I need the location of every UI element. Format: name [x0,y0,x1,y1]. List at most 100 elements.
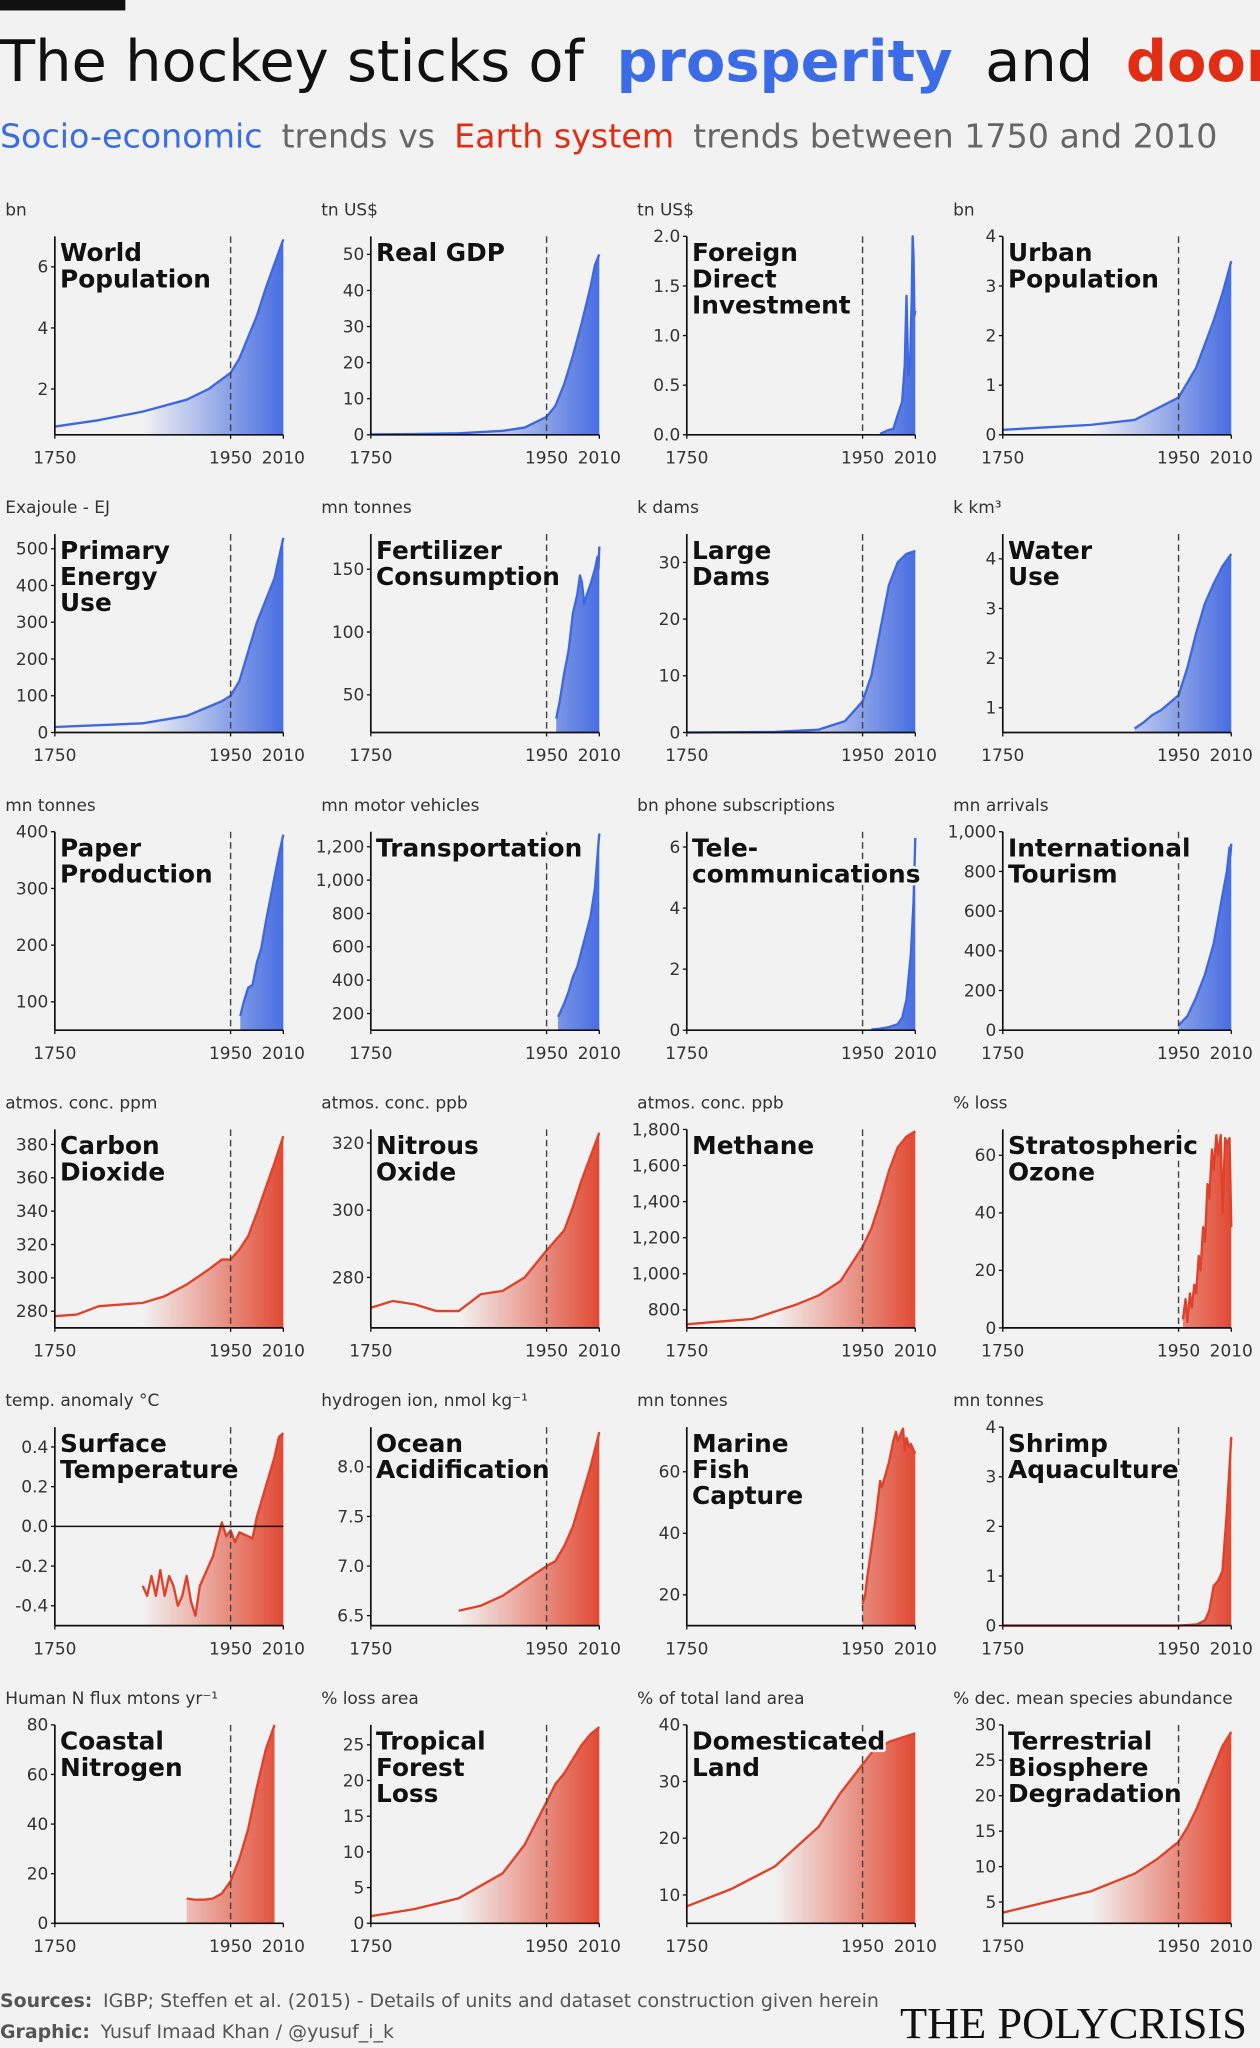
chart-title: Real GDP [376,238,505,267]
y-tick-label: 320 [16,1235,48,1255]
chart-panel: mn tonnes 0 1 2 3 4 1750 1950 2010 ShrimpAquacult… [953,1391,1253,1659]
y-tick-label: 10 [659,667,681,687]
x-tick-label: 1950 [525,746,568,766]
unit-label: atmos. conc. ppm [5,1094,157,1114]
area-fill [1182,1135,1232,1328]
x-tick-label: 1750 [349,1937,392,1957]
y-tick-label: 10 [975,1857,997,1877]
area-fill [54,537,284,733]
y-tick-label: 600 [332,938,364,958]
y-tick-label: 20 [27,1865,49,1885]
x-tick-label: 2010 [1210,1639,1253,1659]
y-tick-label: 100 [332,623,364,643]
y-tick-label: 0.4 [21,1438,48,1458]
y-tick-label: 0.5 [653,376,680,396]
data-line [370,1726,601,1918]
chart-title: communications [692,860,920,889]
y-tick-label: 0 [985,1021,996,1041]
chart-panel: % of total land area 10 20 30 40 1750 1950 2010… [637,1689,937,1957]
chart-title: Domesticated [692,1727,885,1756]
y-tick-label: 0.2 [21,1478,48,1498]
y-tick-label: 40 [27,1815,49,1835]
unit-label: temp. anomaly °C [5,1391,159,1411]
y-tick-label: 800 [332,904,364,924]
y-tick-label: 100 [16,687,48,707]
x-tick-label: 2010 [578,1044,621,1064]
area-fill [558,833,600,1031]
chart-panel: mn motor vehicles 200 400 600 800 1,000 1,200 1… [316,796,621,1064]
y-tick-label: 40 [659,1716,681,1736]
unit-label: bn phone subscriptions [637,796,835,816]
chart-title: Tourism [1008,860,1118,889]
x-tick-label: 2010 [262,1342,305,1362]
x-tick-label: 1950 [1157,746,1200,766]
y-tick-label: 10 [659,1886,681,1906]
y-tick-label: 200 [332,1004,364,1024]
unit-label: atmos. conc. ppb [321,1094,468,1114]
y-tick-label: 340 [16,1202,48,1222]
chart-panel: tn US$ 0 10 20 30 40 50 1750 1950 2010 Real GDP [321,200,621,468]
chart-panel: hydrogen ion, nmol kg⁻¹ 8.0 7.5 7.0 6.5 1750 1… [321,1391,621,1659]
area-fill [686,1733,916,1924]
x-tick-label: 1950 [841,449,884,469]
main-title: The hockey sticks of prosperity and doom [0,28,1260,95]
x-tick-label: 1950 [1157,1044,1200,1064]
y-tick-label: 1,000 [632,1265,681,1285]
x-tick-label: 1750 [981,1044,1024,1064]
chart-title: Forest [376,1753,465,1782]
chart-title: International [1008,834,1190,863]
chart-title: Coastal [60,1727,164,1756]
y-tick-label: 4 [985,227,996,247]
x-tick-label: 2010 [262,449,305,469]
y-tick-label: 150 [332,560,364,580]
x-tick-label: 1750 [665,449,708,469]
chart-title: Land [692,1753,760,1782]
chart-title: Methane [692,1131,814,1160]
chart-title: Loss [376,1779,438,1808]
x-tick-label: 2010 [1210,1044,1253,1064]
area-fill [862,1428,916,1626]
chart-panel: mn tonnes 20 40 60 1750 1950 2010 MarineFishCap… [637,1391,937,1659]
data-line [370,253,601,436]
area-fill [1002,261,1232,435]
x-tick-label: 1950 [525,449,568,469]
x-tick-label: 1950 [841,1937,884,1957]
x-tick-label: 1750 [33,746,76,766]
y-tick-label: 6 [38,258,49,278]
y-tick-label: 20 [343,354,365,374]
y-tick-label: 0 [353,1914,364,1934]
x-tick-label: 1750 [665,1937,708,1957]
y-tick-label: 3 [985,277,996,297]
x-tick-label: 1750 [349,449,392,469]
chart-title: Ozone [1008,1157,1095,1186]
y-tick-label: 1,200 [632,1229,681,1249]
data-line [1181,1134,1233,1324]
chart-title: Marine [692,1429,789,1458]
y-tick-label: 1,800 [632,1120,681,1140]
chart-panel: tn US$ 0.0 0.5 1.0 1.5 2.0 1750 1950 2010 Foreign… [637,200,937,468]
chart-title: Direct [692,264,777,293]
x-tick-label: 1750 [981,746,1024,766]
y-tick-label: 50 [343,245,365,265]
data-line [686,1130,916,1326]
area-fill [370,1132,600,1328]
x-tick-label: 1950 [525,1342,568,1362]
area-fill [880,236,916,435]
area-fill [142,1433,284,1626]
x-tick-label: 1950 [1157,1639,1200,1659]
chart-title: Primary [60,536,170,565]
chart-title: Dams [692,562,770,591]
y-tick-label: 320 [332,1134,364,1154]
data-line [871,837,917,1031]
title-part: prosperity [616,28,952,95]
chart-title: Energy [60,562,158,591]
y-tick-label: 4 [985,550,996,570]
y-tick-label: 0.0 [21,1517,48,1537]
x-tick-label: 1950 [841,746,884,766]
y-tick-label: 300 [16,613,48,633]
x-tick-label: 1750 [665,1342,708,1362]
x-tick-label: 1750 [349,746,392,766]
